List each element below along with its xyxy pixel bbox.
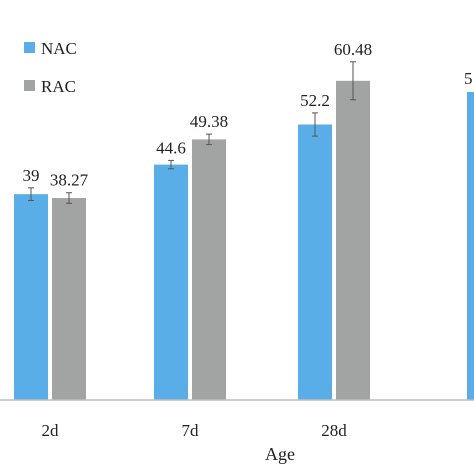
data-label-nac-cropped: 5 xyxy=(464,69,473,88)
legend-label-nac: NAC xyxy=(41,39,77,58)
bars-layer: 39 44.6 52.2 5 38.27 49.38 60.48 xyxy=(14,40,474,401)
x-tick-28d: 28d xyxy=(321,421,347,440)
error-bar-nac-28d xyxy=(312,112,318,137)
error-bar-nac-7d xyxy=(168,159,174,170)
x-axis-title: Age xyxy=(265,444,295,464)
legend-swatch-nac xyxy=(24,42,35,53)
data-label-nac-28d: 52.2 xyxy=(300,91,330,110)
bar-nac-28d xyxy=(298,124,332,400)
data-label-rac-2d: 38.27 xyxy=(50,171,89,190)
legend-swatch-rac xyxy=(24,80,35,91)
bar-rac-7d xyxy=(192,139,226,400)
x-tick-7d: 7d xyxy=(182,421,200,440)
error-bar-rac-2d xyxy=(66,192,72,204)
bar-rac-2d xyxy=(52,198,86,400)
error-bar-rac-28d xyxy=(350,61,356,101)
x-tick-labels: 2d 7d 28d xyxy=(42,421,348,440)
error-bar-nac-2d xyxy=(28,187,34,201)
error-bar-rac-7d xyxy=(206,133,212,146)
data-label-rac-28d: 60.48 xyxy=(334,40,372,59)
bar-nac-7d xyxy=(154,164,188,400)
bar-rac-28d xyxy=(336,80,370,401)
data-label-nac-2d: 39 xyxy=(23,166,40,185)
x-tick-2d: 2d xyxy=(42,421,60,440)
data-label-rac-7d: 49.38 xyxy=(190,112,228,131)
bar-nac-cropped xyxy=(467,92,474,400)
legend-label-rac: RAC xyxy=(41,77,76,96)
bar-nac-2d xyxy=(14,194,48,400)
data-label-nac-7d: 44.6 xyxy=(156,138,186,157)
legend: NAC RAC xyxy=(24,39,77,96)
